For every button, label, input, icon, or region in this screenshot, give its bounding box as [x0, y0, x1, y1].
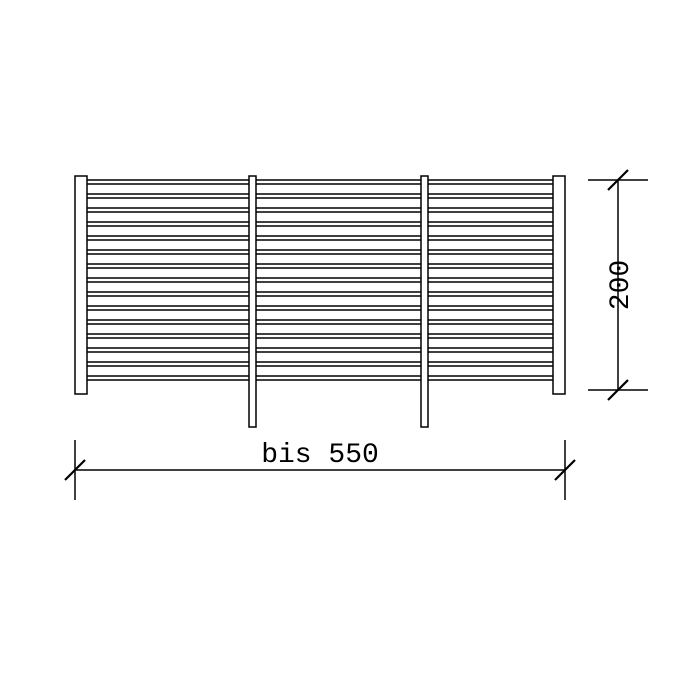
width-dimension-label: bis 550 — [261, 440, 379, 471]
height-dimension-label: 200 — [606, 260, 637, 310]
